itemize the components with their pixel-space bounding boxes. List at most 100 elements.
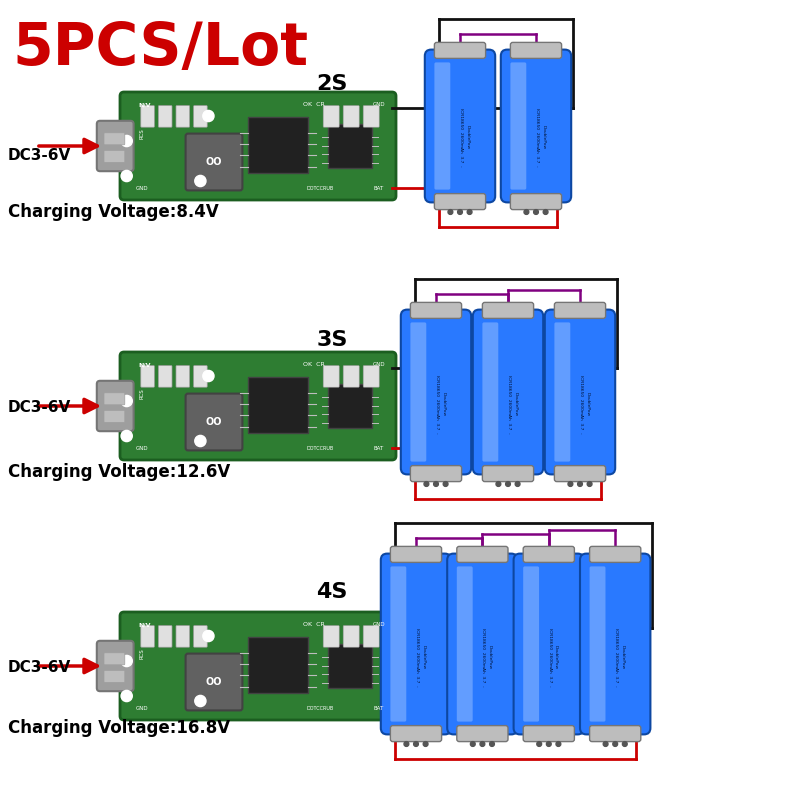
Text: DoublePow
ICR18650  2600mAh  3.7  -: DoublePow ICR18650 2600mAh 3.7 - [547,628,558,687]
Text: DoublePow
ICR18650  2600mAh  3.7  -: DoublePow ICR18650 2600mAh 3.7 - [507,374,518,434]
FancyBboxPatch shape [434,62,450,190]
Circle shape [194,695,206,706]
FancyBboxPatch shape [473,310,543,474]
Text: 4S: 4S [316,582,348,602]
Text: DOTCCRUB: DOTCCRUB [306,446,334,451]
FancyBboxPatch shape [104,653,125,665]
Text: 3S: 3S [316,330,348,350]
FancyBboxPatch shape [410,322,426,462]
Text: GND: GND [373,622,386,627]
Circle shape [458,210,462,214]
Circle shape [203,370,214,382]
Circle shape [404,742,409,746]
Text: RCS: RCS [140,649,145,659]
FancyBboxPatch shape [590,546,641,562]
FancyBboxPatch shape [390,726,442,742]
FancyBboxPatch shape [523,566,539,722]
Text: DoublePow
ICR18650  2600mAh  3.7  -: DoublePow ICR18650 2600mAh 3.7 - [579,374,590,434]
Circle shape [424,482,429,486]
FancyBboxPatch shape [176,106,190,127]
FancyBboxPatch shape [434,42,486,58]
Text: OK  CR: OK CR [303,102,325,107]
Circle shape [470,742,475,746]
Circle shape [506,482,510,486]
FancyBboxPatch shape [590,726,641,742]
FancyBboxPatch shape [186,394,242,450]
Text: DC3-6V: DC3-6V [8,401,71,415]
FancyBboxPatch shape [104,150,125,162]
Text: GND: GND [373,362,386,367]
Text: RCS: RCS [140,389,145,399]
FancyBboxPatch shape [482,302,534,318]
FancyBboxPatch shape [510,194,562,210]
FancyBboxPatch shape [425,50,495,202]
FancyBboxPatch shape [554,322,570,462]
Text: DOTCCRUB: DOTCCRUB [306,706,334,711]
FancyBboxPatch shape [363,106,379,127]
Circle shape [434,482,438,486]
Circle shape [537,742,542,746]
FancyBboxPatch shape [343,626,359,647]
Bar [248,637,308,693]
FancyBboxPatch shape [401,310,471,474]
FancyBboxPatch shape [176,626,190,647]
FancyBboxPatch shape [141,106,154,127]
FancyBboxPatch shape [343,106,359,127]
FancyBboxPatch shape [363,366,379,387]
FancyBboxPatch shape [363,626,379,647]
FancyBboxPatch shape [194,366,207,387]
Bar [328,124,372,168]
Circle shape [194,175,206,186]
FancyBboxPatch shape [410,466,462,482]
Circle shape [121,430,132,442]
FancyBboxPatch shape [545,310,615,474]
Circle shape [578,482,582,486]
FancyBboxPatch shape [186,654,242,710]
Text: Charging Voltage:12.6V: Charging Voltage:12.6V [8,463,230,481]
Bar [248,377,308,433]
FancyBboxPatch shape [510,62,526,190]
FancyBboxPatch shape [523,726,574,742]
Text: N/V: N/V [138,622,151,627]
Circle shape [121,170,132,182]
FancyBboxPatch shape [120,612,396,720]
Circle shape [556,742,561,746]
Circle shape [423,742,428,746]
Text: BAT: BAT [374,446,384,451]
FancyBboxPatch shape [501,50,571,202]
Text: DoublePow
ICR18650  2600mAh  3.7  -: DoublePow ICR18650 2600mAh 3.7 - [435,374,446,434]
FancyBboxPatch shape [97,121,134,171]
FancyBboxPatch shape [510,42,562,58]
Circle shape [587,482,592,486]
FancyBboxPatch shape [482,466,534,482]
Text: OK  CR: OK CR [303,622,325,627]
FancyBboxPatch shape [381,554,451,734]
FancyBboxPatch shape [554,302,606,318]
FancyBboxPatch shape [97,641,134,691]
FancyBboxPatch shape [158,106,172,127]
Text: DoublePow
ICR18650  2600mAh  3.7  -: DoublePow ICR18650 2600mAh 3.7 - [459,108,469,166]
FancyBboxPatch shape [194,626,207,647]
FancyBboxPatch shape [580,554,650,734]
FancyBboxPatch shape [447,554,518,734]
Circle shape [515,482,520,486]
Text: BAT: BAT [374,706,384,711]
Text: GND: GND [373,102,386,107]
Text: N/V: N/V [138,362,151,367]
Circle shape [496,482,501,486]
FancyBboxPatch shape [390,546,442,562]
FancyBboxPatch shape [176,366,190,387]
Text: 5PCS/Lot: 5PCS/Lot [12,20,308,77]
FancyBboxPatch shape [554,466,606,482]
Text: OK  CR: OK CR [303,362,325,367]
FancyBboxPatch shape [186,134,242,190]
Circle shape [603,742,608,746]
Text: DC3-6V: DC3-6V [8,149,71,163]
Circle shape [121,135,132,146]
Text: Charging Voltage:8.4V: Charging Voltage:8.4V [8,203,218,221]
Text: BAT: BAT [374,186,384,191]
Text: Charging Voltage:16.8V: Charging Voltage:16.8V [8,719,230,737]
Text: N/V: N/V [138,102,151,107]
FancyBboxPatch shape [434,194,486,210]
Circle shape [121,395,132,406]
